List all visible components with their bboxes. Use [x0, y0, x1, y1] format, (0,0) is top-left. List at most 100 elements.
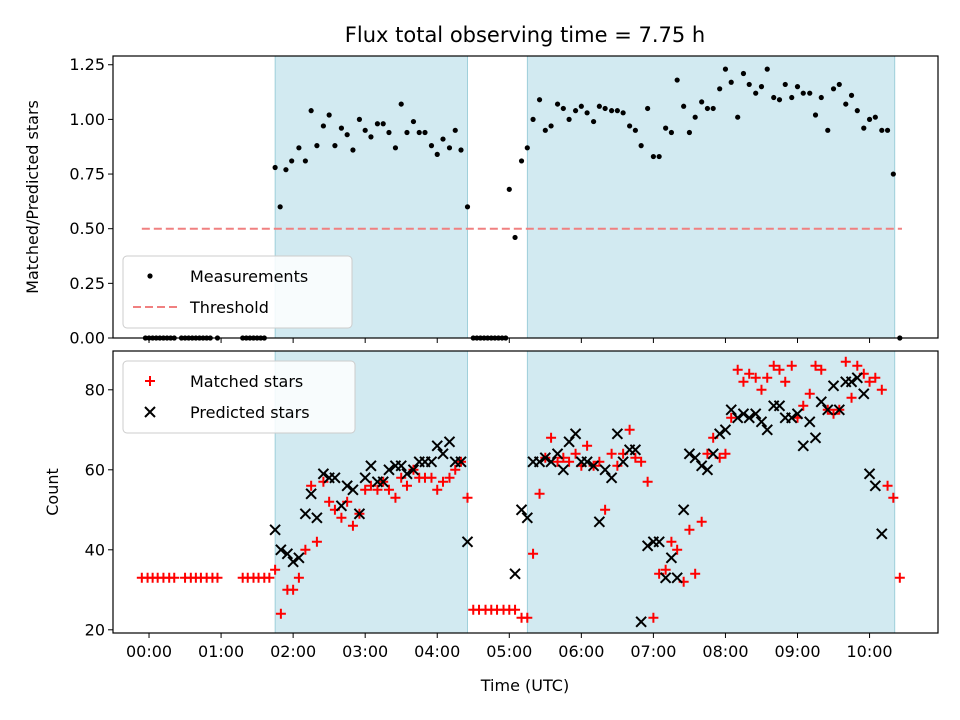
- measurement-point: [362, 127, 368, 133]
- predicted-star-point: [773, 400, 786, 412]
- predicted-star-point: [593, 516, 606, 528]
- matched-star-point: [750, 372, 761, 383]
- x-axis-label: Time (UTC): [480, 676, 569, 695]
- matched-star-point: [594, 456, 605, 467]
- measurement-point: [398, 101, 404, 107]
- measurement-point: [296, 145, 302, 151]
- measurement-point: [308, 108, 314, 114]
- y-tick-label: 1.00: [69, 110, 105, 129]
- predicted-star-point: [737, 408, 750, 420]
- measurement-point: [782, 81, 788, 88]
- predicted-star-point: [443, 436, 456, 448]
- matched-star-point: [342, 496, 353, 507]
- matched-star-point: [432, 484, 443, 495]
- y-tick-label: 1.25: [69, 55, 105, 74]
- matched-star-point: [852, 360, 863, 371]
- matched-star-point: [630, 452, 641, 463]
- matched-star-point: [270, 564, 281, 575]
- predicted-star-point: [377, 476, 389, 488]
- measurement-point: [524, 145, 530, 151]
- measurement-point: [668, 129, 675, 136]
- x-tick-label: 06:00: [558, 642, 604, 661]
- predicted-star-point: [395, 460, 407, 472]
- x-tick-label: 09:00: [774, 642, 820, 661]
- x-tick-label: 08:00: [702, 642, 748, 661]
- matched-star-point: [840, 356, 851, 367]
- y-tick-label: 60: [85, 460, 105, 479]
- legend-marker: [144, 406, 156, 418]
- matched-star-point: [558, 452, 569, 463]
- axes-frame: [112, 55, 939, 339]
- predicted-star-point: [863, 468, 876, 480]
- matched-star-point: [732, 364, 743, 375]
- measurement-point: [332, 143, 338, 149]
- predicted-star-point: [425, 456, 438, 468]
- measurement-point: [692, 114, 698, 120]
- predicted-star-point: [431, 440, 443, 452]
- measurement-point: [572, 108, 579, 114]
- predicted-star-point: [677, 504, 690, 516]
- measurement-point: [614, 108, 620, 114]
- legend: Measurements Threshold: [122, 255, 353, 329]
- predicted-star-point: [557, 464, 570, 476]
- measurement-point: [746, 81, 752, 88]
- matched-star-point: [564, 456, 575, 467]
- axes-frame: [112, 350, 939, 634]
- measurement-point: [344, 132, 350, 138]
- count-panel: 20 40 60 80 00:00 01:00 02:00 03:00 04:00 05:00 06…: [43, 350, 939, 661]
- measurement-point: [314, 143, 320, 149]
- predicted-star-point: [269, 524, 281, 536]
- matched-star-point: [612, 460, 623, 471]
- matched-star-point: [828, 408, 839, 419]
- predicted-star-point: [869, 480, 882, 492]
- measurement-point: [818, 94, 824, 101]
- matched-star-point: [762, 372, 773, 383]
- measurement-point: [848, 92, 855, 98]
- x-tick-label: 01:00: [198, 642, 244, 661]
- measurement-point: [627, 123, 633, 129]
- matched-star-point: [894, 572, 905, 583]
- predicted-star-point: [791, 408, 804, 420]
- legend-label: Predicted stars: [190, 403, 310, 422]
- measurement-point: [542, 127, 548, 133]
- measurement-point: [645, 105, 651, 112]
- measurement-point: [674, 77, 680, 83]
- matched-star-point: [684, 524, 695, 535]
- chart-title: Flux total observing time = 7.75 h: [345, 23, 705, 47]
- predicted-star-point: [329, 472, 341, 484]
- predicted-star-point: [635, 616, 647, 628]
- predicted-star-point: [305, 488, 317, 500]
- matched-star-point: [444, 472, 455, 483]
- measurement-point: [374, 121, 381, 127]
- measurement-point: [380, 121, 386, 127]
- predicted-star-point: [515, 504, 528, 516]
- predicted-star-point: [335, 500, 348, 512]
- measurement-point: [434, 151, 440, 157]
- matched-star-point: [383, 484, 394, 495]
- matched-star-point: [318, 476, 329, 487]
- measurement-point: [410, 118, 417, 125]
- matched-star-point: [600, 504, 611, 515]
- measurement-point: [602, 105, 608, 112]
- predicted-star-point: [743, 412, 755, 424]
- predicted-star-point: [509, 568, 521, 580]
- measurement-point: [283, 167, 289, 173]
- matched-star-point: [426, 472, 437, 483]
- y-axis-label: Matched/Predicted stars: [23, 100, 42, 294]
- measurement-point: [735, 114, 741, 120]
- predicted-star-point: [551, 448, 564, 460]
- predicted-star-point: [725, 404, 737, 416]
- measurement-point: [789, 94, 795, 101]
- predicted-star-point: [311, 512, 323, 524]
- predicted-star-point: [707, 448, 719, 460]
- predicted-star-point: [833, 404, 845, 416]
- predicted-star-point: [275, 544, 287, 556]
- y-tick-label: 0.75: [69, 165, 105, 184]
- matched-star-point: [810, 360, 821, 371]
- predicted-star-point: [851, 372, 864, 384]
- measurement-point: [404, 129, 410, 136]
- measurement-point: [686, 129, 693, 136]
- predicted-star-point: [359, 472, 371, 484]
- measurement-point: [386, 129, 392, 136]
